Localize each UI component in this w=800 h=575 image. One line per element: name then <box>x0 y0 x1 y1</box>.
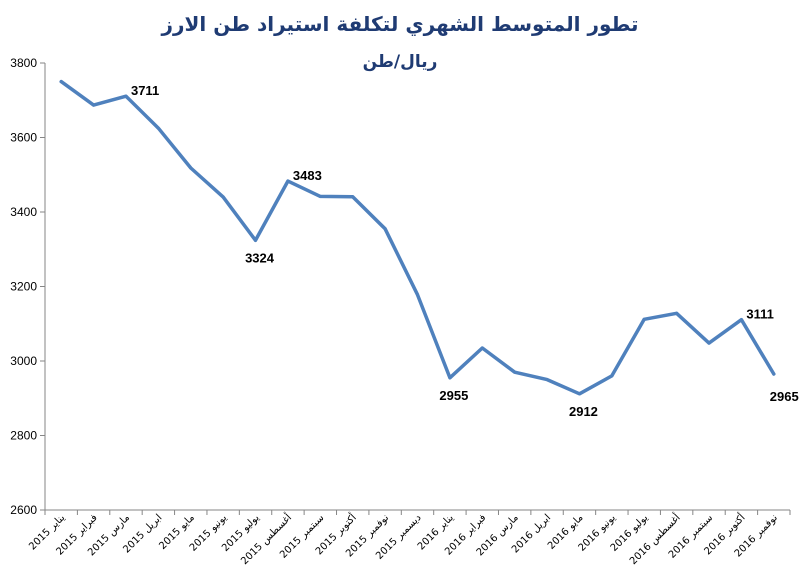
data-label: 2965 <box>770 389 799 404</box>
data-point <box>545 378 549 382</box>
data-point <box>383 227 387 231</box>
data-point <box>772 372 776 376</box>
data-label: 3483 <box>293 168 322 183</box>
data-point <box>189 166 193 170</box>
data-point <box>221 195 225 199</box>
data-point <box>156 126 160 130</box>
data-point <box>59 80 63 84</box>
data-point <box>286 179 290 183</box>
data-point <box>610 374 614 378</box>
y-tick-label: 3200 <box>10 280 37 294</box>
data-label: 2955 <box>439 388 468 403</box>
y-tick-label: 3800 <box>10 56 37 70</box>
y-tick-label: 2800 <box>10 429 37 443</box>
data-point <box>739 318 743 322</box>
data-point <box>675 311 679 315</box>
data-point <box>254 238 258 242</box>
data-point <box>92 103 96 107</box>
data-label: 3711 <box>131 83 159 98</box>
data-point <box>513 370 517 374</box>
data-point <box>448 376 452 380</box>
series-line <box>59 79 776 396</box>
data-point <box>124 94 128 98</box>
data-point <box>642 317 646 321</box>
data-label: 2912 <box>569 404 598 419</box>
y-tick-label: 3400 <box>10 205 37 219</box>
y-tick-label: 2600 <box>10 503 37 517</box>
data-point <box>577 392 581 396</box>
y-tick-label: 3000 <box>10 354 37 368</box>
data-point <box>318 194 322 198</box>
y-tick-label: 3600 <box>10 131 37 145</box>
data-point <box>416 293 419 297</box>
chart-subtitle: ريال/طن <box>362 52 438 72</box>
data-point <box>480 346 484 350</box>
data-point <box>707 341 711 345</box>
chart-title: تطور المتوسط الشهري لتكلفة استيراد طن ال… <box>161 12 639 36</box>
data-label: 3111 <box>746 307 774 322</box>
data-label: 3324 <box>245 250 275 265</box>
data-point <box>351 195 355 199</box>
